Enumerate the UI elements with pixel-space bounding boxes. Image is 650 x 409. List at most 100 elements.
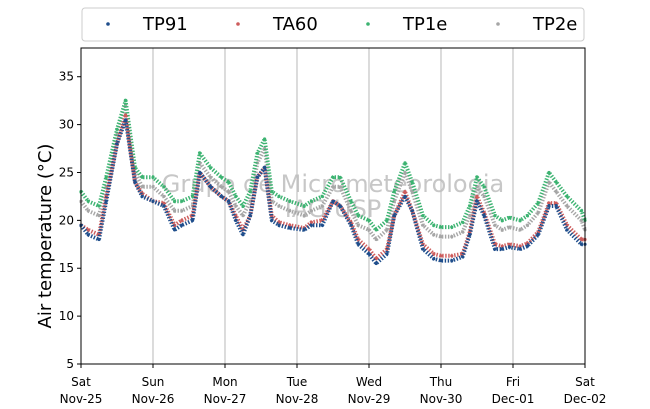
- x-tick-day: Sat: [575, 375, 595, 389]
- data-point: [97, 214, 101, 218]
- data-point: [374, 237, 378, 242]
- data-point: [461, 230, 465, 234]
- x-tick-date: Nov-27: [204, 392, 247, 406]
- data-point: [421, 247, 425, 251]
- data-point: [115, 127, 119, 131]
- data-point: [241, 233, 245, 237]
- data-point: [432, 233, 436, 237]
- data-point: [140, 185, 144, 189]
- data-point: [439, 225, 443, 229]
- x-grid: [152, 48, 514, 364]
- data-point: [320, 204, 324, 208]
- data-point: [565, 194, 569, 198]
- data-point: [432, 252, 436, 256]
- x-tick-day: Thu: [429, 375, 453, 389]
- data-point: [507, 225, 511, 229]
- data-point: [554, 190, 558, 194]
- data-point: [439, 254, 443, 258]
- y-tick-label: 5: [66, 357, 74, 371]
- x-tick-day: Sat: [71, 375, 91, 389]
- x-tick-day: Sun: [142, 375, 165, 389]
- data-point: [124, 113, 128, 117]
- data-point: [421, 214, 425, 218]
- data-point: [500, 218, 504, 222]
- data-point: [392, 214, 396, 218]
- data-point: [191, 218, 195, 222]
- data-point: [115, 142, 119, 146]
- series-line-tp2e: [79, 103, 587, 242]
- data-point: [180, 223, 184, 227]
- data-point: [248, 214, 252, 218]
- data-point: [356, 242, 360, 246]
- data-point: [356, 214, 360, 218]
- legend: TP91 TA60 TP1e TP2e: [81, 7, 585, 42]
- data-point: [151, 175, 155, 179]
- y-tick-label: 15: [59, 261, 74, 275]
- series-line-tp91: [79, 117, 585, 266]
- data-point: [518, 218, 522, 222]
- y-tick-label: 35: [59, 70, 74, 84]
- x-tick-date: Nov-26: [132, 392, 175, 406]
- data-point: [349, 223, 353, 227]
- data-point: [461, 255, 465, 259]
- data-point: [288, 199, 292, 203]
- x-tick-day: Fri: [506, 375, 520, 389]
- data-point: [554, 180, 558, 184]
- data-point: [288, 209, 292, 213]
- legend-marker-tp91: [106, 22, 110, 26]
- data-point: [277, 223, 281, 227]
- data-point: [124, 99, 128, 103]
- data-point: [173, 228, 177, 232]
- data-point: [320, 194, 324, 198]
- data-point: [277, 204, 281, 208]
- data-point: [403, 194, 407, 198]
- legend-marker-tp2e: [496, 22, 500, 26]
- data-point: [133, 180, 137, 184]
- data-point: [468, 214, 472, 218]
- data-point: [507, 242, 511, 246]
- data-point: [493, 214, 497, 218]
- data-point: [124, 118, 128, 122]
- y-tick-label: 20: [59, 213, 74, 227]
- data-point: [507, 215, 511, 220]
- data-point: [151, 199, 155, 203]
- data-point: [86, 228, 90, 232]
- data-point: [518, 247, 522, 251]
- data-point: [97, 237, 101, 242]
- data-point: [234, 194, 238, 198]
- x-tick-date: Dec-01: [492, 392, 535, 406]
- data-point: [385, 218, 389, 222]
- legend-box: [81, 7, 585, 42]
- data-point: [475, 175, 479, 179]
- data-point: [367, 252, 371, 256]
- y-tick-label: 25: [59, 165, 74, 179]
- data-point: [162, 185, 166, 189]
- data-point: [482, 194, 486, 198]
- data-point: [173, 199, 177, 203]
- legend-marker-ta60: [236, 22, 240, 26]
- data-point: [565, 228, 569, 232]
- data-point: [349, 209, 353, 213]
- x-tick-date: Nov-25: [60, 392, 103, 406]
- y-axis: 5 10 15 20 25 30 35: [59, 70, 81, 371]
- data-point: [331, 175, 335, 179]
- data-point: [403, 190, 407, 194]
- data-point: [432, 257, 436, 261]
- data-point: [536, 201, 540, 205]
- data-point: [525, 244, 530, 248]
- data-point: [500, 247, 504, 251]
- data-point: [392, 190, 396, 194]
- data-point: [468, 204, 472, 208]
- x-tick-date: Dec-02: [564, 392, 607, 406]
- data-point: [367, 218, 371, 222]
- x-tick-date: Nov-29: [348, 392, 391, 406]
- data-point: [309, 199, 313, 203]
- data-point: [579, 242, 584, 246]
- data-point: [461, 220, 465, 224]
- x-tick-day: Tue: [286, 375, 308, 389]
- data-point: [450, 235, 454, 239]
- data-point: [338, 175, 342, 179]
- data-point: [385, 252, 389, 256]
- data-point: [248, 199, 252, 203]
- data-point: [140, 175, 144, 179]
